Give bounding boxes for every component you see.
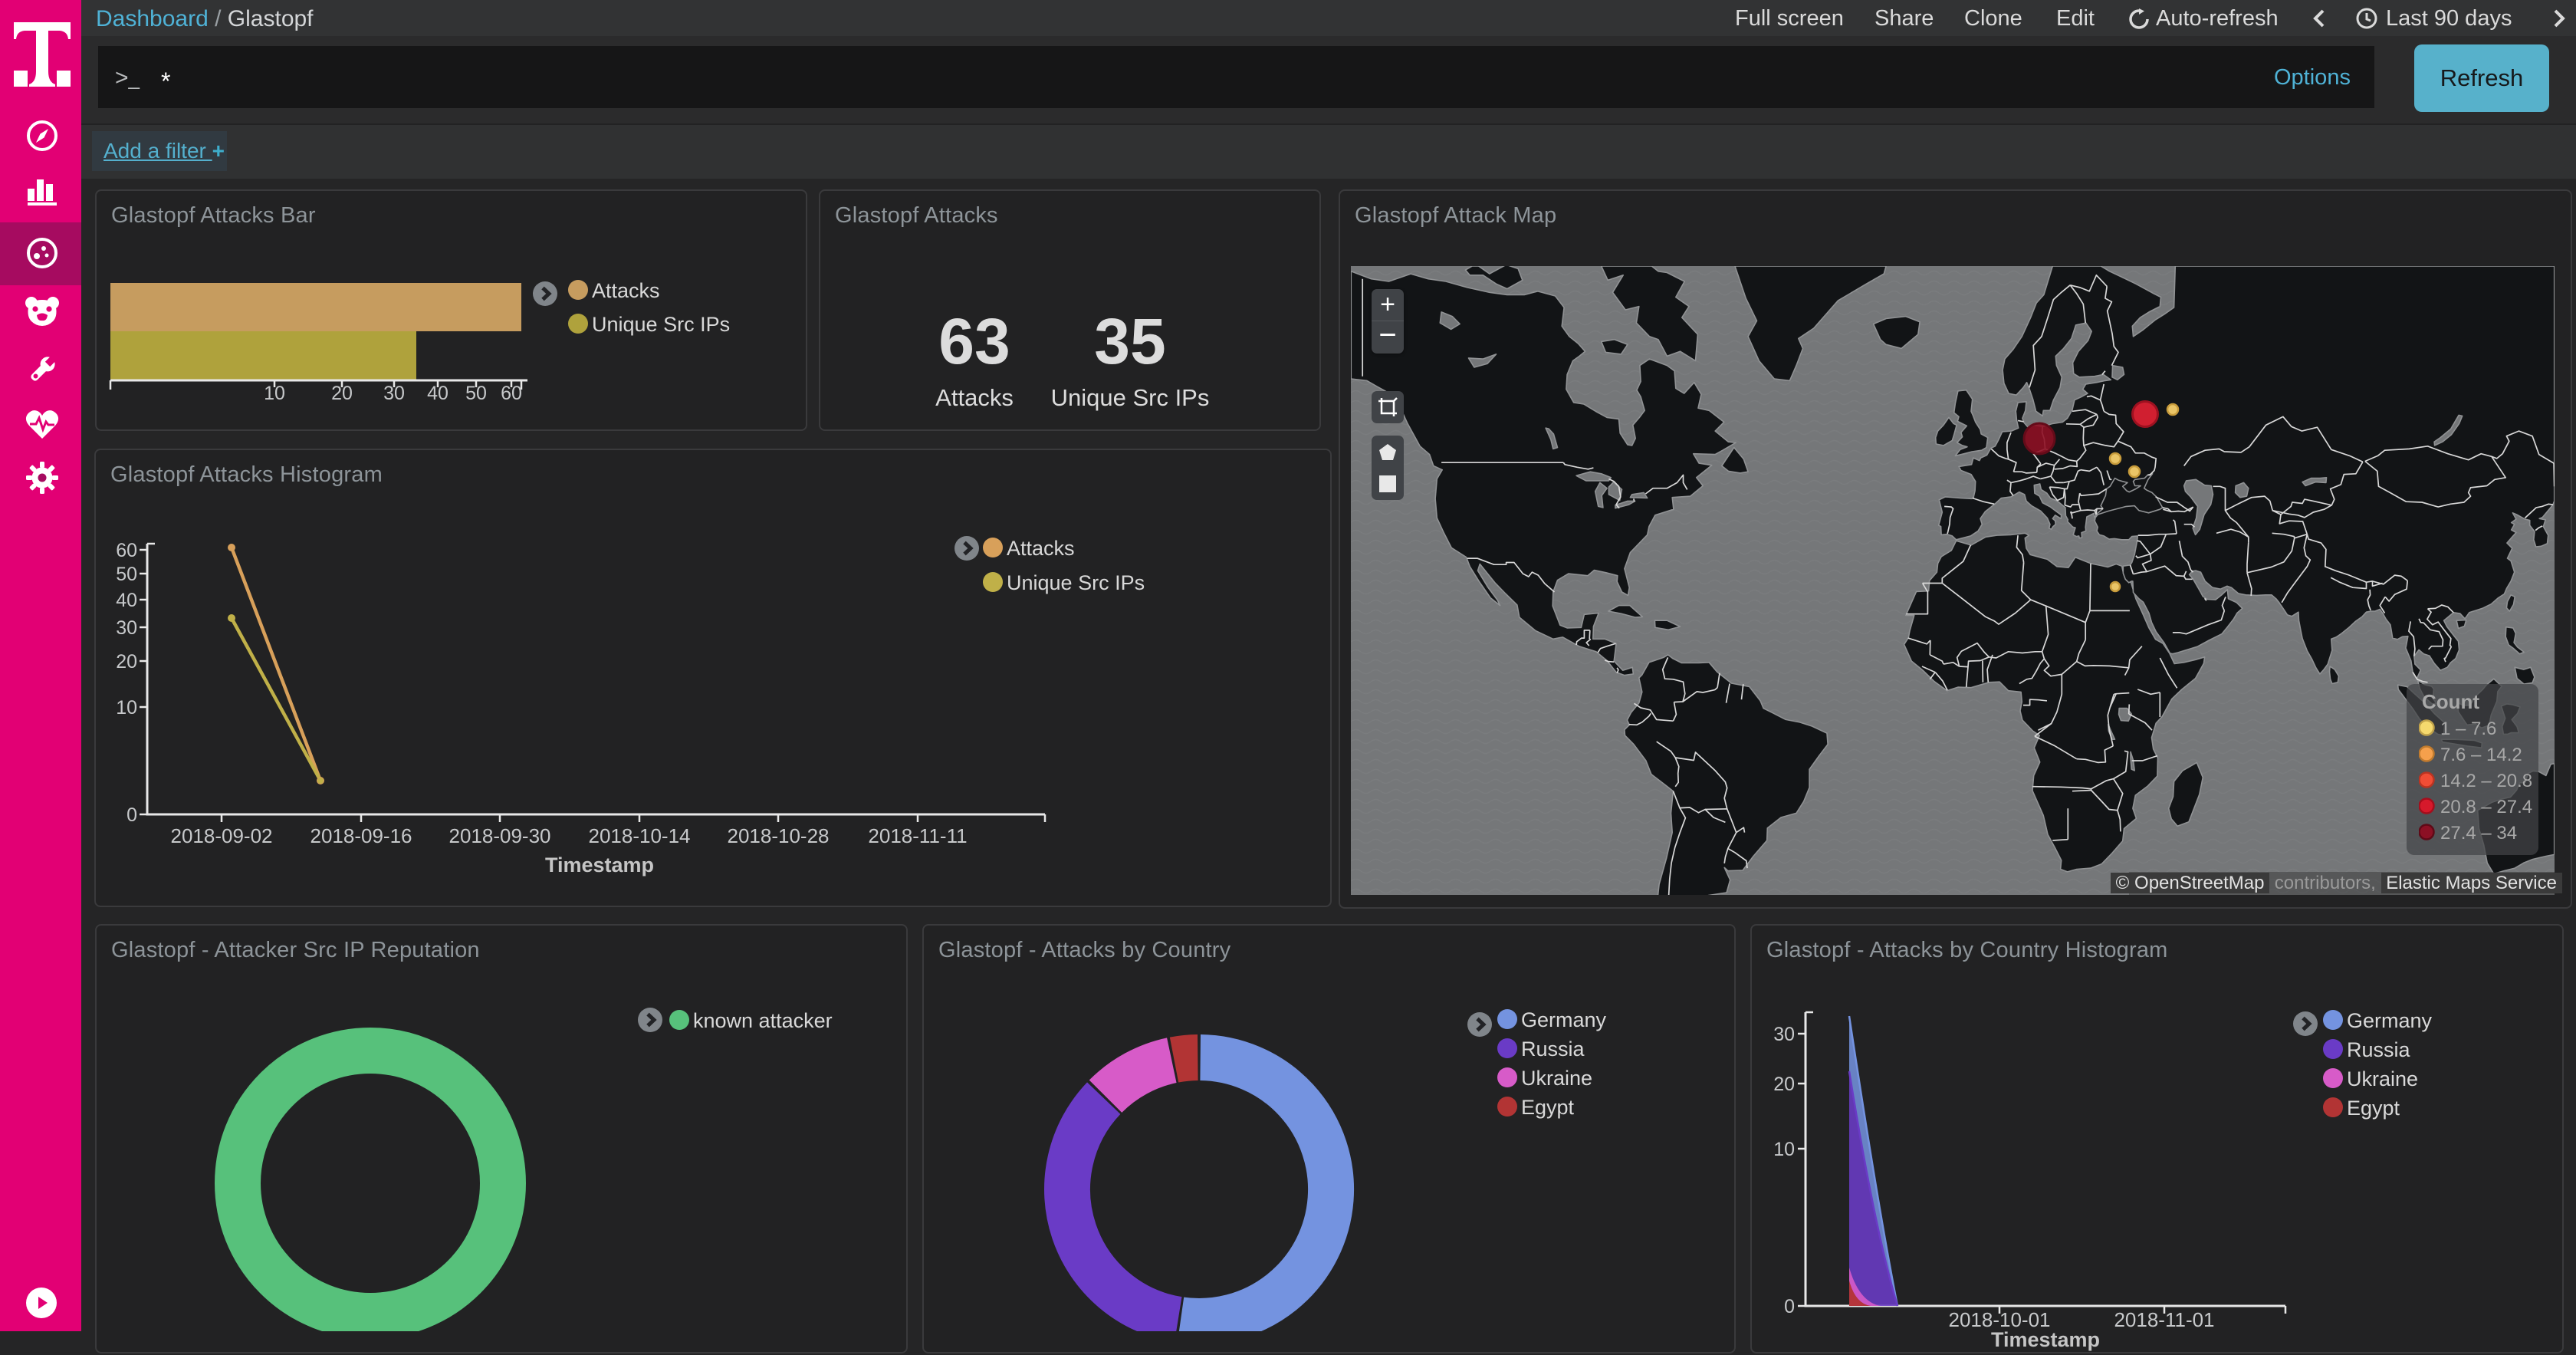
svg-text:2018-11-01: 2018-11-01	[2114, 1308, 2214, 1331]
svg-text:27.4 – 34: 27.4 – 34	[2440, 823, 2517, 844]
svg-text:2018-10-01: 2018-10-01	[1949, 1308, 2051, 1331]
svg-text:Unique Src IPs: Unique Src IPs	[1007, 571, 1145, 594]
svg-text:50: 50	[116, 564, 137, 585]
svg-text:20: 20	[331, 383, 353, 404]
svg-text:Timestamp: Timestamp	[1991, 1328, 2100, 1351]
svg-text:Attacks: Attacks	[1007, 537, 1075, 560]
svg-text:0: 0	[127, 804, 137, 826]
svg-text:2018-09-30: 2018-09-30	[449, 824, 551, 847]
svg-text:60: 60	[116, 540, 137, 561]
svg-text:30: 30	[116, 617, 137, 639]
svg-text:30: 30	[383, 383, 405, 404]
svg-text:Germany: Germany	[1521, 1008, 1607, 1031]
svg-text:40: 40	[427, 383, 449, 404]
svg-text:10: 10	[116, 697, 137, 719]
svg-text:Russia: Russia	[2347, 1038, 2411, 1061]
svg-text:Germany: Germany	[2347, 1009, 2433, 1032]
svg-text:Attacks: Attacks	[592, 279, 660, 302]
svg-text:Egypt: Egypt	[2347, 1097, 2400, 1120]
svg-text:Unique Src IPs: Unique Src IPs	[592, 313, 730, 336]
svg-text:0: 0	[1784, 1296, 1795, 1317]
svg-text:2018-10-28: 2018-10-28	[728, 824, 830, 847]
svg-text:7.6 – 14.2: 7.6 – 14.2	[2440, 745, 2522, 765]
svg-text:10: 10	[1773, 1139, 1795, 1160]
svg-text:14.2 – 20.8: 14.2 – 20.8	[2440, 771, 2532, 791]
svg-text:Russia: Russia	[1521, 1038, 1585, 1061]
svg-text:Ukraine: Ukraine	[2347, 1067, 2418, 1090]
svg-text:20.8 – 27.4: 20.8 – 27.4	[2440, 797, 2532, 817]
svg-text:60: 60	[501, 383, 522, 404]
svg-text:2018-09-16: 2018-09-16	[310, 824, 412, 847]
svg-text:Ukraine: Ukraine	[1521, 1067, 1592, 1090]
svg-text:50: 50	[465, 383, 487, 404]
svg-text:20: 20	[1773, 1074, 1795, 1095]
svg-text:30: 30	[1773, 1024, 1795, 1045]
svg-text:2018-09-02: 2018-09-02	[171, 824, 273, 847]
svg-text:2018-10-14: 2018-10-14	[589, 824, 691, 847]
svg-text:Timestamp: Timestamp	[545, 853, 654, 876]
svg-text:20: 20	[116, 651, 137, 673]
svg-text:40: 40	[116, 590, 137, 611]
svg-text:Egypt: Egypt	[1521, 1096, 1575, 1119]
svg-text:1 – 7.6: 1 – 7.6	[2440, 719, 2496, 739]
svg-text:2018-11-11: 2018-11-11	[868, 824, 967, 847]
svg-text:known attacker: known attacker	[693, 1009, 833, 1032]
svg-text:10: 10	[264, 383, 285, 404]
